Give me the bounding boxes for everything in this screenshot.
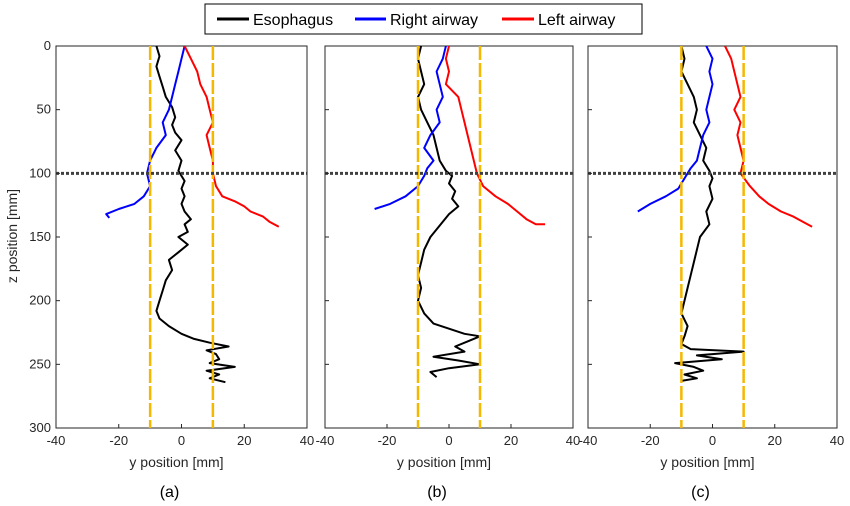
y-tick-label: 150 [29, 229, 51, 244]
plot-area-a [55, 45, 308, 429]
legend: Esophagus Right airway Left airway [204, 3, 643, 35]
panel-caption-a: (a) [160, 484, 180, 501]
panel-caption-c: (c) [691, 484, 710, 501]
x-tick-label: -40 [579, 433, 598, 448]
x-tick-label: 20 [504, 433, 518, 448]
plot-area-c [587, 45, 838, 429]
series-right-airway-a [105, 46, 186, 219]
x-tick-label: 0 [178, 433, 185, 448]
series-right-airway-b [374, 46, 447, 210]
y-tick-label: 200 [29, 293, 51, 308]
x-axis-label-a: y position [mm] [129, 454, 223, 470]
y-tick-label: 0 [44, 38, 51, 53]
legend-label-left-airway: Left airway [538, 12, 615, 29]
panel-b: -40 -20 0 20 40 y position [mm] (b) [316, 45, 580, 501]
x-tick-label: 20 [768, 433, 782, 448]
x-tick-label: -20 [378, 433, 397, 448]
series-right-airway-c [637, 46, 714, 213]
series-esophagus-a [155, 46, 236, 384]
legend-label-right-airway: Right airway [390, 12, 478, 29]
plot-marks-b [325, 46, 573, 428]
x-tick-label: -20 [641, 433, 660, 448]
series-esophagus-c [674, 46, 745, 382]
x-axis-label-c: y position [mm] [660, 454, 754, 470]
x-tick-label: 20 [237, 433, 251, 448]
x-tick-label: -40 [316, 433, 335, 448]
series-esophagus-b [417, 46, 481, 378]
x-tick-label: 0 [445, 433, 452, 448]
legend-label-esophagus: Esophagus [253, 12, 333, 29]
y-tick-label: 50 [37, 102, 51, 117]
y-axis-label: z position [mm] [4, 189, 20, 283]
plot-area-b [324, 45, 574, 429]
plot-marks-c [588, 46, 837, 428]
panel-c: -40 -20 0 20 40 y position [mm] (c) [579, 45, 844, 501]
x-tick-label: 40 [566, 433, 580, 448]
y-tick-label: 300 [29, 420, 51, 435]
series-left-airway-b [444, 46, 546, 226]
panel-a: -40 -20 0 20 40 0 50 100 150 200 250 300 y position … [29, 38, 314, 501]
x-tick-label: 0 [709, 433, 716, 448]
panel-caption-b: (b) [427, 484, 447, 501]
x-tick-label: -40 [47, 433, 66, 448]
x-tick-label: 40 [830, 433, 844, 448]
x-tick-label: -20 [109, 433, 128, 448]
y-tick-label: 100 [29, 165, 51, 180]
series-left-airway-c [724, 46, 813, 228]
plot-marks-a [56, 46, 307, 428]
x-tick-label: 40 [300, 433, 314, 448]
x-axis-label-b: y position [mm] [397, 454, 491, 470]
y-tick-label: 250 [29, 356, 51, 371]
legend-box [204, 3, 643, 35]
